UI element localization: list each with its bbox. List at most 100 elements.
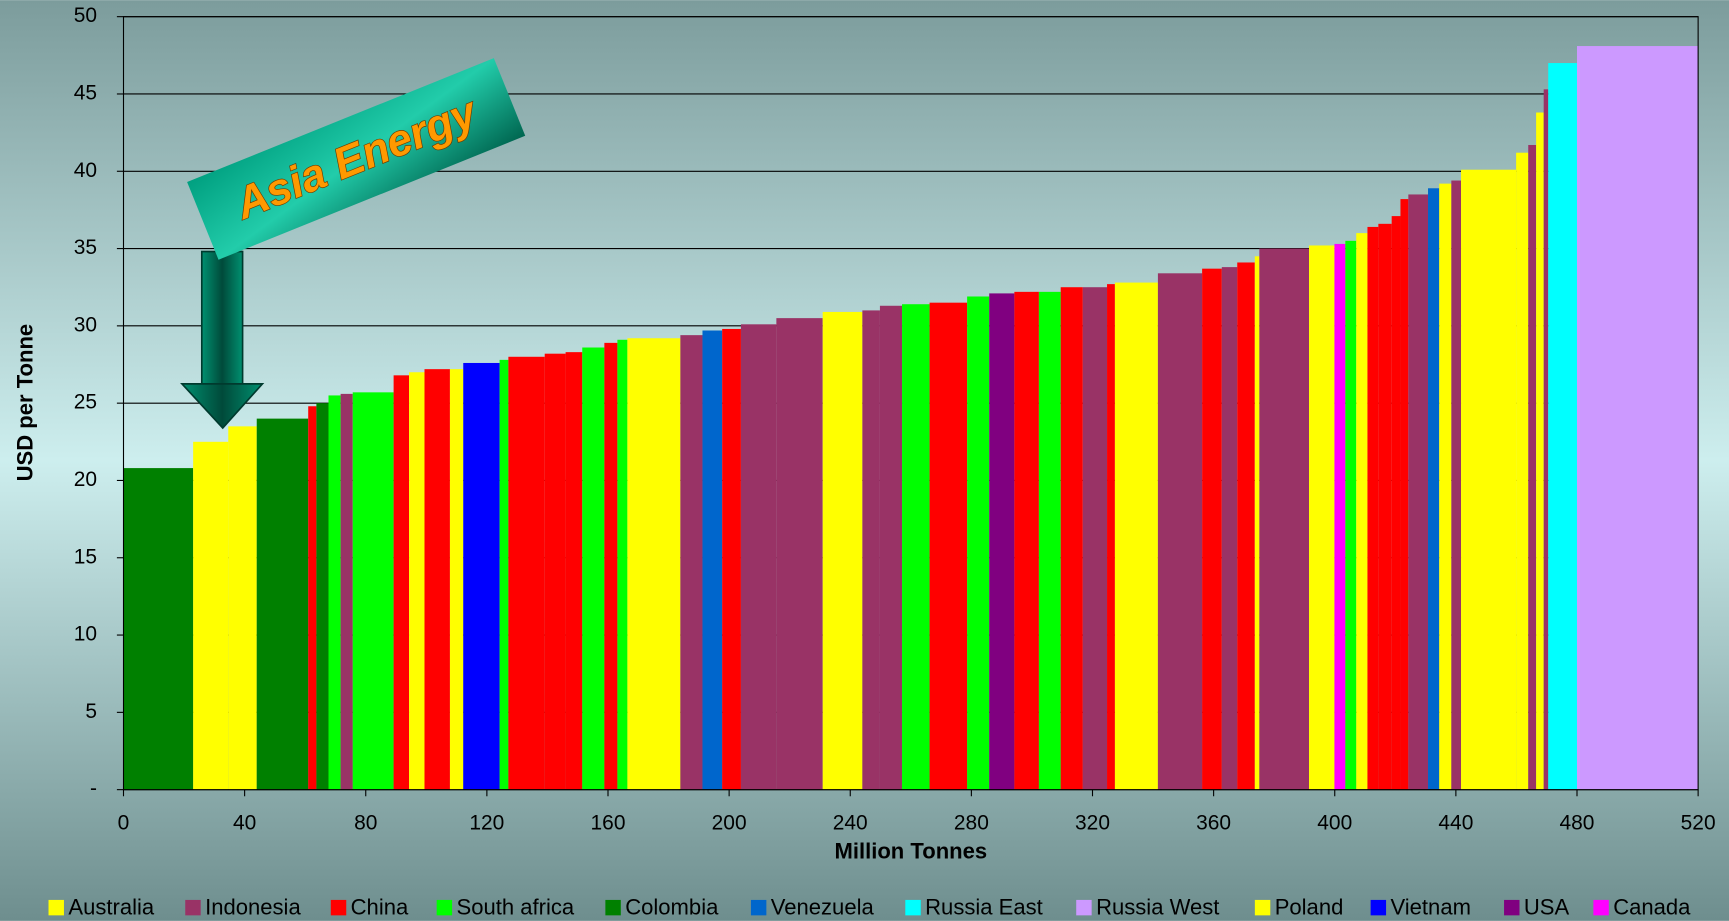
x-tick-label: 360 xyxy=(1196,811,1231,834)
bar xyxy=(1451,180,1462,790)
bar xyxy=(1309,245,1335,790)
y-tick-label: 50 xyxy=(74,4,97,27)
y-tick-label: 40 xyxy=(74,159,97,182)
legend-swatch xyxy=(1593,899,1609,916)
bar xyxy=(1516,152,1529,790)
legend-label: Poland xyxy=(1275,895,1344,920)
legend-label: China xyxy=(351,895,409,920)
x-tick-label: 80 xyxy=(354,811,377,834)
bar xyxy=(565,352,583,790)
y-tick-label: 30 xyxy=(74,313,97,336)
plot-area: - 5 10 15 20 25 30 35 40 45 50 0 40 80 120 160 200 240 280… xyxy=(74,4,1716,834)
bar xyxy=(1259,248,1310,790)
bar xyxy=(1536,112,1544,790)
y-tick-label: 45 xyxy=(74,82,97,105)
legend-label: South africa xyxy=(457,895,575,920)
bar xyxy=(463,362,500,790)
bar xyxy=(1548,63,1578,790)
bar xyxy=(1577,46,1699,790)
bar xyxy=(1038,291,1061,790)
y-tick-label: 20 xyxy=(74,468,97,491)
arrow-shaft xyxy=(200,250,244,387)
bar xyxy=(449,369,464,790)
legend-swatch xyxy=(330,899,347,916)
x-tick-label: 480 xyxy=(1560,811,1595,834)
bar xyxy=(316,403,329,790)
bar xyxy=(123,468,194,790)
x-tick-label: 520 xyxy=(1681,811,1716,834)
legend-swatch xyxy=(436,899,453,916)
bar xyxy=(1221,267,1238,790)
arrow-head xyxy=(180,383,265,430)
bar xyxy=(1334,243,1346,790)
x-axis-title: Million Tonnes xyxy=(834,838,987,863)
bar xyxy=(256,418,309,790)
y-tick-label: 5 xyxy=(85,700,97,723)
bar xyxy=(967,296,990,790)
legend-swatch xyxy=(185,899,201,916)
bar xyxy=(1014,291,1039,790)
bar xyxy=(680,335,703,790)
bar xyxy=(1356,233,1368,790)
x-tick-label: 160 xyxy=(591,811,626,834)
legend-label: USA xyxy=(1524,895,1570,920)
bar xyxy=(193,441,229,790)
bar xyxy=(604,342,618,790)
x-tick-label: 200 xyxy=(712,811,747,834)
x-tick-label: 0 xyxy=(118,811,130,834)
legend-swatch xyxy=(605,899,621,916)
legend: Australia Indonesia China South africa Colom… xyxy=(48,895,1691,920)
y-axis-title: USD per Tonne xyxy=(12,324,37,482)
bar xyxy=(1202,268,1222,790)
legend-swatch xyxy=(905,899,921,916)
bar xyxy=(409,372,425,790)
legend-label: Indonesia xyxy=(205,895,301,920)
bar xyxy=(1114,282,1158,790)
bar xyxy=(393,375,410,790)
bar xyxy=(228,426,257,790)
bar xyxy=(352,392,394,790)
bar xyxy=(1428,188,1440,790)
bar xyxy=(1461,169,1517,790)
bar xyxy=(1378,223,1392,790)
bar xyxy=(740,324,777,790)
bar xyxy=(328,395,341,790)
bar xyxy=(989,293,1015,790)
x-tick-label: 440 xyxy=(1438,811,1473,834)
bar xyxy=(544,353,566,790)
bar xyxy=(1367,226,1379,790)
bar xyxy=(627,338,681,790)
legend-swatch xyxy=(1076,899,1092,916)
bar xyxy=(902,304,930,790)
bar xyxy=(862,310,880,790)
legend-label: Colombia xyxy=(625,895,719,920)
x-tick-label: 320 xyxy=(1075,811,1110,834)
bar xyxy=(308,406,317,790)
x-tick-label: 120 xyxy=(469,811,504,834)
x-tick-label: 280 xyxy=(954,811,989,834)
y-tick-label: 15 xyxy=(74,545,97,568)
legend-swatch xyxy=(750,899,767,916)
plot-frame xyxy=(122,16,1699,791)
y-tick-label: 25 xyxy=(74,391,97,414)
legend-label: Venezuela xyxy=(771,895,875,920)
bar xyxy=(722,328,741,790)
legend-swatch xyxy=(1370,899,1387,916)
legend-label: Australia xyxy=(68,895,155,920)
x-tick-label: 400 xyxy=(1317,811,1352,834)
bar xyxy=(1391,216,1401,790)
bar xyxy=(776,318,823,790)
bar xyxy=(340,393,353,790)
bar xyxy=(1543,89,1549,790)
bar xyxy=(1060,287,1083,790)
legend-swatch xyxy=(1504,899,1520,916)
bar xyxy=(1082,287,1108,790)
bar xyxy=(929,302,968,790)
bar xyxy=(499,359,509,790)
bar xyxy=(1408,194,1429,790)
bar xyxy=(1400,199,1409,790)
bar xyxy=(879,305,903,790)
bar xyxy=(508,356,545,790)
bar xyxy=(424,369,450,790)
bar xyxy=(1345,240,1357,790)
